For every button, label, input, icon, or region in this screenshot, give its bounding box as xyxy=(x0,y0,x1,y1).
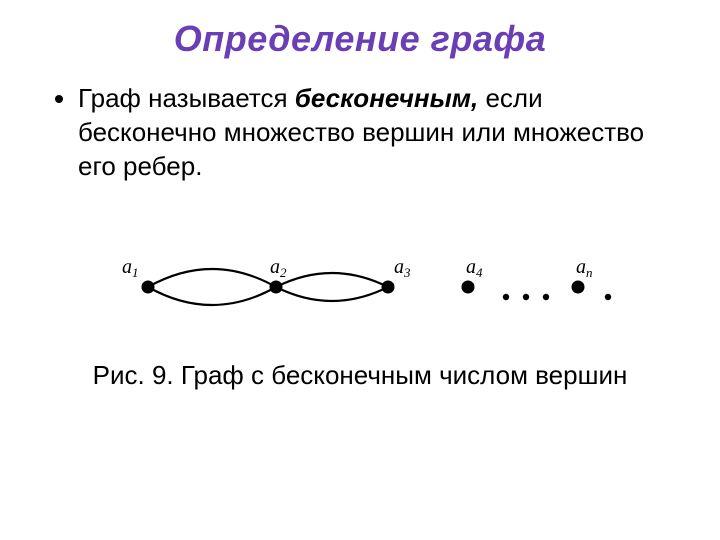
graph-node-label: a3 xyxy=(394,256,411,280)
graph-node xyxy=(382,281,395,294)
graph-node-label: a4 xyxy=(466,256,483,280)
definition-term: бесконечным, xyxy=(295,83,478,113)
graph-node xyxy=(142,281,155,294)
definition-pre: Граф называется xyxy=(78,83,295,113)
figure-caption: Рис. 9. Граф с бесконечным числом вершин xyxy=(40,359,680,393)
graph-node-label: a1 xyxy=(122,256,139,280)
page-title: Определение графа xyxy=(40,18,680,60)
graph-node xyxy=(462,281,475,294)
graph-edge xyxy=(148,269,276,287)
graph-edge xyxy=(148,287,276,305)
graph-node xyxy=(572,281,585,294)
ellipsis-dot xyxy=(503,294,509,300)
graph-edge xyxy=(276,287,388,301)
definition-list: Граф называется бесконечным, если бескон… xyxy=(50,82,680,183)
slide: Определение графа Граф называется бескон… xyxy=(0,0,720,540)
graph-node-label: a2 xyxy=(270,256,287,280)
ellipsis-dot xyxy=(605,294,611,300)
graph-node xyxy=(270,281,283,294)
ellipsis-dot xyxy=(543,294,549,300)
ellipsis-dot xyxy=(523,294,529,300)
figure-container: a1 a2 a3 a4 an Рис. 9. Граф с бесконечным чи… xyxy=(40,239,680,393)
graph-figure: a1 a2 a3 a4 an xyxy=(100,239,620,319)
definition-item: Граф называется бесконечным, если бескон… xyxy=(78,82,680,183)
graph-node-label: an xyxy=(576,256,593,280)
graph-edge xyxy=(276,273,388,287)
